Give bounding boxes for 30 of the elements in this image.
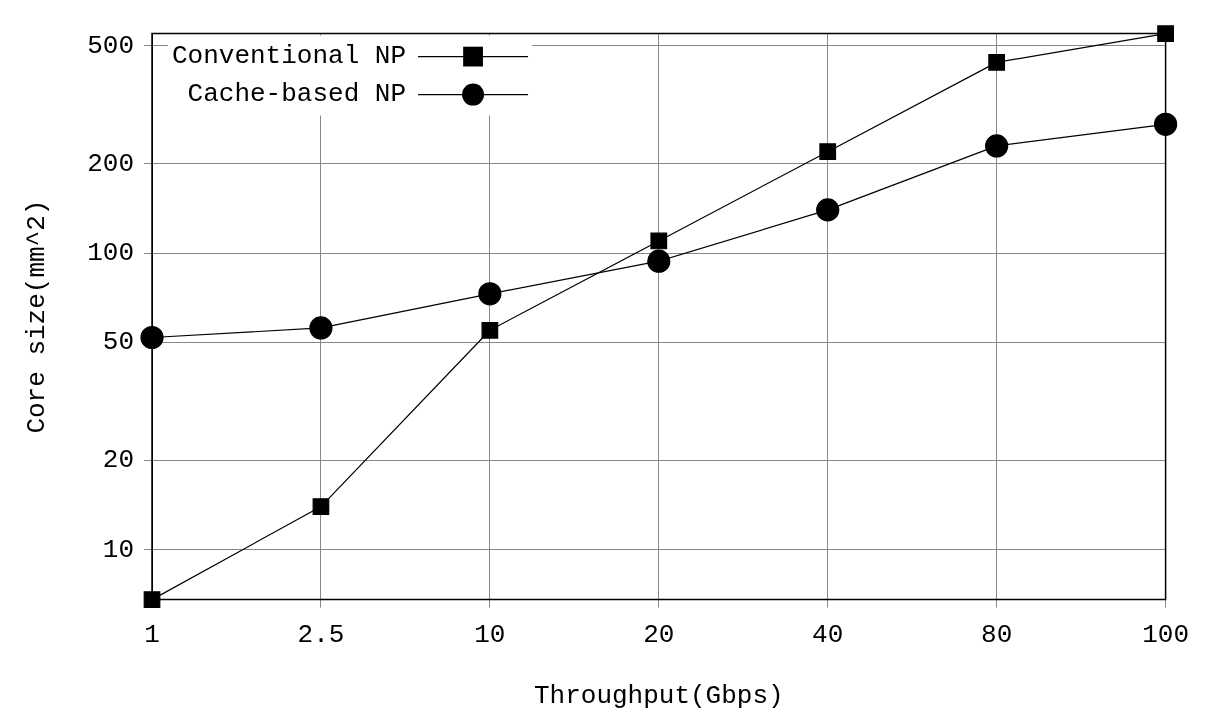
y-tick-label: 100 [87,238,135,269]
x-tick-label: 80 [981,620,1013,651]
y-axis-title: Core size(mm^2) [22,199,53,434]
y-tick-label: 20 [102,445,135,476]
point [312,498,330,515]
x-tick-label: 20 [643,620,675,651]
x-tick-label: 2.5 [297,620,345,651]
point [481,321,499,339]
y-tick-label: 10 [102,534,135,565]
x-axis-title: Throughput(Gbps) [533,681,784,712]
y-tick-label: 500 [87,30,135,61]
point [647,249,671,273]
x-tick-label: 40 [812,620,844,651]
point [985,134,1009,158]
x-tick-label: 100 [1142,620,1189,651]
legend-label: Conventional NP [172,41,407,72]
x-tick-label: 10 [474,620,506,651]
point [650,232,668,250]
legend-label: Cache-based NP [187,79,407,110]
y-tick-label: 200 [87,148,135,179]
point [309,316,333,340]
point [1154,112,1178,136]
point [819,143,837,161]
point [140,325,164,350]
point [478,282,502,306]
point [816,198,840,222]
point [988,53,1006,71]
x-tick-label: 1 [144,620,160,651]
point [1157,25,1174,42]
y-tick-label: 50 [102,327,135,358]
